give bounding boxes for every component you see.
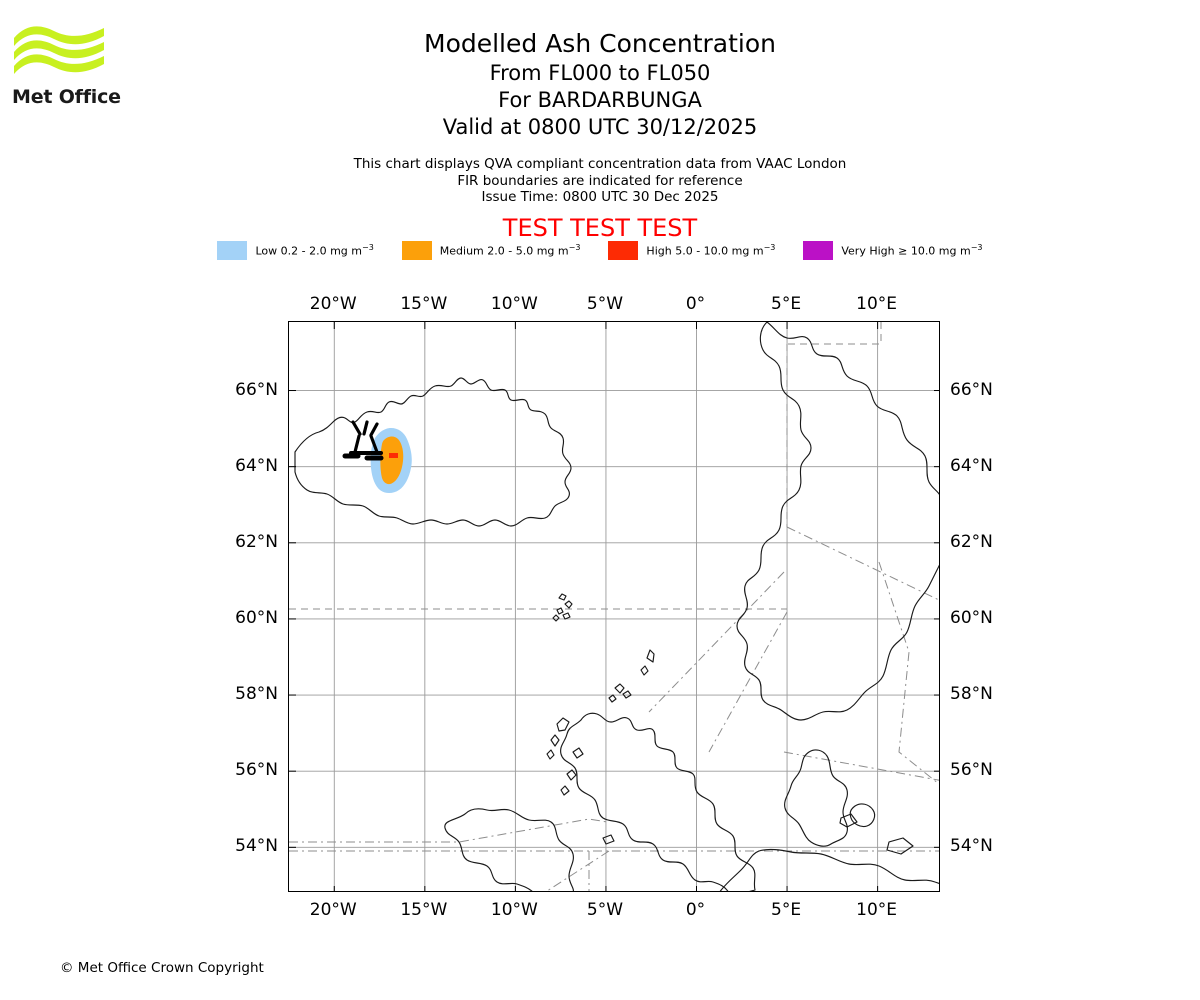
chart-title-block: Modelled Ash Concentration From FL000 to… xyxy=(0,28,1200,141)
axis-ticks xyxy=(289,322,939,891)
chart-description-block: This chart displays QVA compliant concen… xyxy=(0,156,1200,206)
lon-tick-bottom-3: 5°W xyxy=(586,900,623,920)
shetland-coastline-2 xyxy=(640,665,649,676)
outer-hebrides-south xyxy=(546,749,555,760)
orkney-coastline-2 xyxy=(622,690,632,699)
legend-label-high: High 5.0 - 10.0 mg m−3 xyxy=(646,243,776,258)
lat-tick-left-2: 62°N xyxy=(235,531,278,552)
outer-hebrides-mid xyxy=(550,734,560,747)
lon-tick-bottom-1: 15°W xyxy=(400,900,448,920)
lon-tick-bottom-5: 5°E xyxy=(771,900,802,920)
skye-coastline xyxy=(572,747,584,759)
lat-tick-right-0: 66°N xyxy=(950,379,993,400)
map-canvas xyxy=(289,322,939,891)
fir-boundaries xyxy=(289,322,939,891)
faroe-coastline-3 xyxy=(556,607,564,615)
issue-time: Issue Time: 0800 UTC 30 Dec 2025 xyxy=(481,189,719,205)
north-europe-coastline xyxy=(719,848,939,891)
orkney-coastline-3 xyxy=(608,694,617,703)
lon-tick-top-6: 10°E xyxy=(856,294,898,314)
lat-tick-left-1: 64°N xyxy=(235,455,278,476)
norway-sweden-coastline xyxy=(736,322,939,721)
legend-swatch-very-high xyxy=(803,241,834,260)
lat-tick-right-6: 54°N xyxy=(950,836,993,857)
lon-tick-top-5: 5°E xyxy=(771,294,802,314)
lon-tick-top-4: 0° xyxy=(685,294,706,314)
ireland-coastline xyxy=(444,808,574,891)
lat-tick-right-1: 64°N xyxy=(950,455,993,476)
lon-tick-top-2: 10°W xyxy=(490,294,538,314)
lon-tick-bottom-2: 10°W xyxy=(490,900,538,920)
coastlines xyxy=(294,322,939,891)
legend-swatch-low xyxy=(217,241,248,260)
lat-tick-left-0: 66°N xyxy=(235,379,278,400)
ash-concentration-map[interactable] xyxy=(288,321,940,892)
ash-plume-high xyxy=(389,453,398,458)
lon-tick-top-3: 5°W xyxy=(586,294,623,314)
lon-tick-bottom-0: 20°W xyxy=(309,900,357,920)
lat-tick-right-4: 58°N xyxy=(950,684,993,705)
test-banner: TEST TEST TEST xyxy=(502,214,698,242)
legend-label-medium: Medium 2.0 - 5.0 mg m−3 xyxy=(439,243,581,258)
legend-item-low: Low 0.2 - 2.0 mg m−3 xyxy=(217,241,374,260)
concentration-legend: Low 0.2 - 2.0 mg m−3 Medium 2.0 - 5.0 mg… xyxy=(0,241,1200,260)
flight-level-subtitle: From FL000 to FL050 xyxy=(489,61,711,85)
met-office-logo-text: Met Office xyxy=(12,86,121,108)
great-britain-coastline xyxy=(560,712,756,891)
lat-tick-right-2: 62°N xyxy=(950,531,993,552)
faroe-coastline-2 xyxy=(564,600,573,609)
faroe-coastline-4 xyxy=(562,612,571,620)
outer-hebrides-north xyxy=(556,717,570,732)
legend-swatch-medium xyxy=(401,241,432,260)
faroe-coastline-5 xyxy=(552,614,560,622)
map-frame xyxy=(288,321,940,892)
ash-plume xyxy=(370,428,412,493)
islay-coastline xyxy=(560,785,570,796)
legend-item-very-high: Very High ≥ 10.0 mg m−3 xyxy=(803,241,983,260)
lat-tick-right-5: 56°N xyxy=(950,760,993,781)
orkney-coastline-1 xyxy=(614,683,625,694)
baltic-island xyxy=(886,837,914,855)
faroe-coastline-1 xyxy=(558,593,567,601)
met-office-logo: Met Office xyxy=(12,22,142,108)
lat-tick-right-3: 60°N xyxy=(950,607,993,628)
fir-note: FIR boundaries are indicated for referen… xyxy=(457,172,743,189)
legend-item-medium: Medium 2.0 - 5.0 mg m−3 xyxy=(401,241,581,260)
lat-tick-left-5: 56°N xyxy=(235,760,278,781)
mull-coastline xyxy=(566,769,577,781)
lon-tick-top-1: 15°W xyxy=(400,294,448,314)
lon-tick-bottom-6: 10°E xyxy=(856,900,898,920)
lon-tick-bottom-4: 0° xyxy=(685,900,706,920)
legend-swatch-high xyxy=(608,241,639,260)
copyright-notice: © Met Office Crown Copyright xyxy=(60,960,264,976)
met-office-wave-icon xyxy=(14,26,104,74)
shetland-coastline xyxy=(646,649,655,663)
jutland-coastline xyxy=(784,749,848,847)
isle-of-man xyxy=(602,834,615,845)
iceland-coastline xyxy=(294,377,572,527)
legend-item-high: High 5.0 - 10.0 mg m−3 xyxy=(608,241,775,260)
lat-tick-left-3: 60°N xyxy=(235,607,278,628)
volcano-icon xyxy=(342,420,384,461)
funen-coastline xyxy=(839,813,858,828)
lat-tick-left-6: 54°N xyxy=(235,836,278,857)
qva-note: This chart displays QVA compliant concen… xyxy=(353,156,847,172)
page-title: Modelled Ash Concentration xyxy=(424,29,776,58)
legend-label-very-high: Very High ≥ 10.0 mg m−3 xyxy=(841,243,983,258)
legend-label-low: Low 0.2 - 2.0 mg m−3 xyxy=(255,243,374,258)
lat-tick-left-4: 58°N xyxy=(235,684,278,705)
zealand-coastline xyxy=(849,803,876,828)
lon-tick-top-0: 20°W xyxy=(309,294,357,314)
ash-plume-medium xyxy=(380,436,404,485)
volcano-subtitle: For BARDARBUNGA xyxy=(498,88,702,112)
valid-time-subtitle: Valid at 0800 UTC 30/12/2025 xyxy=(442,115,758,139)
graticule-grid xyxy=(289,322,939,891)
